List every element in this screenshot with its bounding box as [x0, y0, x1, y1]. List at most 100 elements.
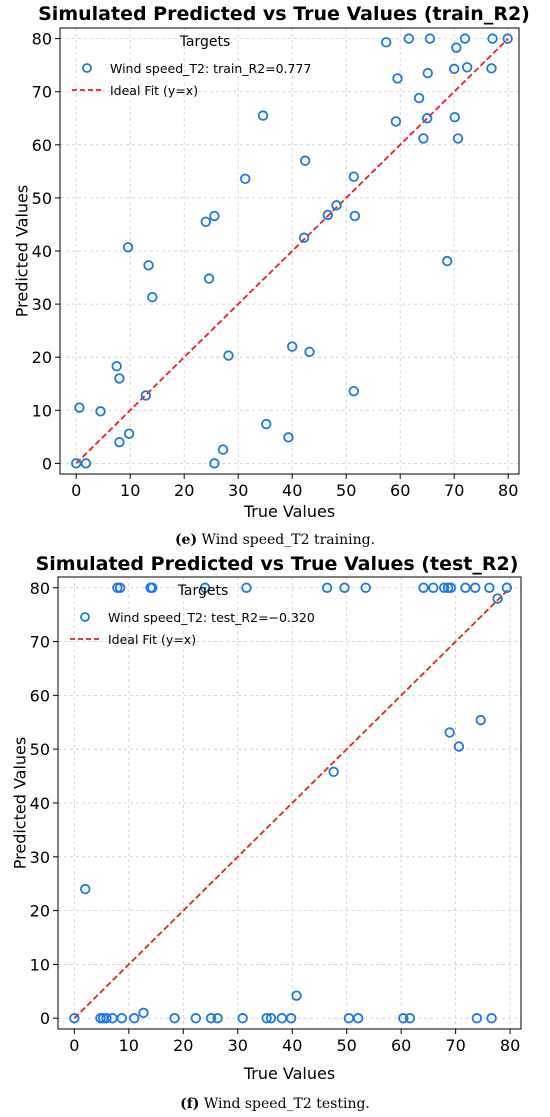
caption-e: (e) Wind speed_T2 training. [175, 532, 375, 548]
data-point [501, 582, 513, 593]
x-tick-label: 20 [174, 481, 194, 500]
data-point [291, 990, 302, 1001]
data-point [122, 242, 134, 253]
data-point [237, 1013, 248, 1024]
data-point [390, 116, 402, 127]
chart-test: Simulated Predicted vs True Values (test… [11, 553, 522, 1083]
y-tick-label: 60 [30, 686, 50, 705]
x-tick-label: 40 [282, 481, 302, 500]
x-tick-label: 40 [282, 1036, 302, 1055]
data-point [392, 73, 403, 84]
y-tick-label: 50 [30, 740, 50, 759]
legend-marker-scatter [82, 63, 92, 73]
data-point [212, 1013, 223, 1024]
legend-title: Targets [177, 583, 229, 599]
y-tick-label: 10 [30, 955, 50, 974]
data-point [486, 1013, 497, 1024]
data-point [217, 444, 229, 455]
data-point [209, 458, 220, 469]
data-point [328, 766, 339, 777]
chart-train: Simulated Predicted vs True Values (trai… [13, 3, 530, 521]
data-point [129, 1013, 140, 1024]
legend: Targets Wind speed_T2: train_R2=0.777 Id… [72, 34, 311, 98]
legend-entry-scatter: Wind speed_T2: test_R2=−0.320 [108, 610, 315, 625]
x-tick-label: 10 [120, 481, 140, 500]
x-tick-label: 60 [390, 481, 410, 500]
data-point [199, 582, 211, 593]
y-tick-label: 20 [30, 902, 50, 921]
y-axis-label: Predicted Values [13, 185, 32, 317]
data-point [348, 385, 359, 397]
caption-e-text: Wind speed_T2 training. [197, 532, 375, 548]
data-point [452, 133, 464, 144]
data-point [285, 1013, 297, 1024]
data-point [451, 42, 462, 53]
data-point [418, 133, 429, 144]
x-tick-label: 0 [71, 481, 81, 500]
x-tick-label: 60 [391, 1036, 411, 1055]
legend-entry-ideal-fit: Ideal Fit (y=x) [108, 632, 196, 647]
data-point [449, 63, 460, 75]
y-tick-label: 40 [30, 794, 50, 813]
data-point [283, 432, 294, 443]
data-point [422, 67, 433, 79]
data-point [69, 1013, 80, 1024]
data-point [101, 1013, 112, 1024]
data-point [74, 402, 85, 413]
data-point [140, 390, 152, 401]
data-point [453, 741, 465, 752]
data-point [360, 582, 371, 593]
data-point [502, 33, 513, 44]
data-point [444, 727, 455, 738]
ideal-fit-line [73, 587, 511, 1019]
data-point [223, 350, 234, 361]
data-point [459, 33, 471, 44]
y-tick-label: 0 [42, 454, 52, 473]
legend-entry-scatter: Wind speed_T2: train_R2=0.777 [110, 61, 311, 76]
data-point [441, 255, 453, 267]
data-point [428, 582, 439, 593]
data-point [349, 210, 361, 222]
data-point [403, 33, 415, 44]
x-tick-label: 20 [173, 1036, 193, 1055]
data-point [475, 714, 486, 726]
data-point [257, 110, 269, 121]
data-point [470, 582, 481, 593]
scatter-points [70, 33, 513, 469]
data-point [138, 1007, 149, 1019]
x-tick-label: 50 [337, 1036, 357, 1055]
data-point [70, 458, 82, 469]
y-tick-label: 30 [30, 848, 50, 867]
data-point [240, 173, 251, 184]
y-tick-label: 20 [32, 348, 52, 367]
data-point [304, 346, 315, 358]
legend-entry-ideal-fit: Ideal Fit (y=x) [110, 83, 198, 98]
data-point [484, 582, 495, 593]
data-point [322, 209, 334, 221]
data-point [471, 1013, 483, 1024]
data-point [116, 1013, 127, 1024]
y-tick-label: 0 [40, 1009, 50, 1028]
data-point [287, 341, 298, 352]
data-point [80, 458, 92, 469]
data-point [299, 155, 311, 166]
y-tick-label: 30 [32, 295, 52, 314]
caption-f-letter: (f) [180, 1096, 199, 1112]
data-point [339, 582, 350, 593]
y-axis-ticks: 0 10 20 30 40 50 60 70 80 [32, 30, 60, 473]
data-point [461, 62, 473, 73]
y-tick-label: 10 [32, 401, 52, 420]
legend-marker-scatter [80, 612, 90, 622]
y-tick-label: 50 [32, 189, 52, 208]
data-point [424, 33, 436, 44]
chart-title: Simulated Predicted vs True Values (trai… [38, 3, 530, 25]
x-tick-label: 80 [500, 1036, 520, 1055]
data-point [80, 883, 91, 895]
data-point [438, 582, 450, 593]
scatter-points [69, 582, 513, 1024]
caption-f-text: Wind speed_T2 testing. [199, 1096, 370, 1112]
x-tick-label: 80 [498, 481, 518, 500]
x-axis-ticks: 0 10 20 30 40 50 60 70 80 [69, 1029, 520, 1055]
data-point [460, 582, 471, 593]
y-axis-ticks: 0 10 20 30 40 50 60 70 80 [30, 579, 58, 1028]
